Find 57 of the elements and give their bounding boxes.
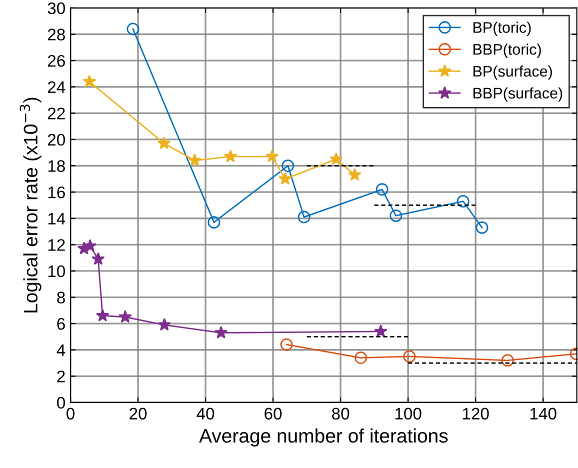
point	[376, 183, 388, 196]
y-tick-label: 26	[48, 54, 65, 67]
point	[265, 150, 279, 162]
y-tick-label: 24	[48, 81, 66, 93]
point	[501, 354, 514, 367]
x-tick-label: 80	[332, 408, 350, 420]
point	[298, 210, 310, 224]
y-tick-label: 10	[48, 265, 66, 278]
y-tick-label: 2	[57, 370, 65, 382]
x-tick-label: 100	[395, 408, 422, 420]
x-tick-label: 60	[264, 408, 282, 420]
x-tick-label: 0	[66, 408, 74, 420]
legend-label: BP(toric)	[474, 22, 531, 36]
y-tick-label: 14	[48, 212, 66, 224]
x-tick-label: 40	[196, 408, 214, 420]
y-tick-label: 28	[48, 28, 65, 40]
point	[157, 136, 171, 150]
point	[280, 338, 293, 351]
y-tick-label: 30	[48, 2, 66, 14]
legend-label: BBP(toric)	[474, 44, 541, 58]
point	[214, 326, 228, 339]
legend-label: BBP(surface)	[474, 87, 562, 102]
point	[374, 324, 388, 338]
y-tick-label: 4	[56, 344, 66, 356]
x-axis-title: Average number of iterations	[199, 428, 448, 447]
point	[118, 310, 132, 323]
point	[390, 209, 402, 222]
y-tick-label: 16	[48, 186, 65, 198]
y-tick-label: 22	[48, 108, 65, 120]
point	[208, 216, 220, 229]
point	[278, 172, 292, 185]
y-axis-title: Logical error rate (x10$^{−3}$)	[20, 98, 42, 312]
point	[92, 252, 105, 265]
legend-label: BP(surface)	[474, 65, 552, 80]
y-tick-label: 18	[48, 160, 65, 172]
y-tick-label: 6	[57, 318, 65, 330]
point	[82, 74, 96, 88]
y-tick-label: 12	[48, 239, 65, 251]
x-tick-label: 120	[462, 408, 489, 420]
point	[456, 195, 470, 208]
y-tick-label: 8	[57, 292, 65, 304]
point	[224, 150, 238, 162]
point	[158, 318, 171, 331]
point	[354, 352, 368, 364]
point	[348, 168, 362, 181]
point	[476, 221, 488, 234]
point	[126, 22, 140, 36]
point	[330, 152, 343, 165]
y-tick-label: 0	[57, 396, 66, 409]
y-tick-label: 20	[48, 134, 66, 146]
point	[96, 308, 110, 322]
x-tick-label: 20	[130, 408, 147, 420]
x-tick-label: 140	[530, 408, 556, 420]
point	[282, 160, 294, 172]
point	[83, 239, 97, 252]
point	[403, 350, 416, 363]
point	[188, 154, 202, 166]
